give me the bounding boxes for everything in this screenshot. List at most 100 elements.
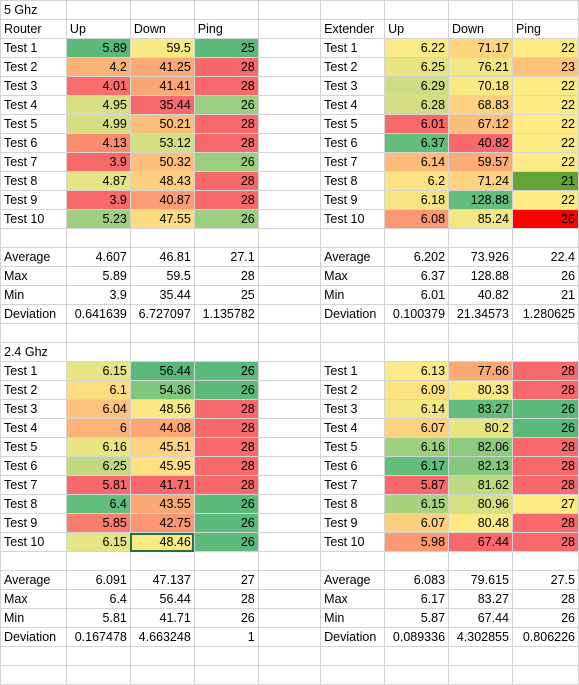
cell[interactable]: 53.12 [129, 133, 195, 153]
cell[interactable]: 77.66 [448, 361, 513, 381]
cell[interactable]: 47.55 [129, 209, 195, 229]
cell[interactable]: 27.1 [193, 247, 259, 267]
cell[interactable] [0, 551, 67, 571]
cell[interactable]: 5.87 [384, 608, 450, 628]
cell[interactable]: Test 6 [320, 133, 386, 153]
cell[interactable]: 28 [511, 380, 579, 400]
cell[interactable]: 3.9 [65, 285, 131, 305]
cell[interactable]: 5.81 [65, 608, 131, 628]
cell[interactable]: Min [0, 608, 67, 628]
cell[interactable]: 26 [193, 513, 259, 533]
cell[interactable]: 6.07 [384, 418, 450, 438]
cell[interactable]: 5.89 [65, 38, 131, 58]
cell[interactable] [384, 665, 450, 685]
cell[interactable] [257, 551, 322, 571]
cell[interactable]: 26 [511, 266, 579, 286]
cell[interactable]: Test 7 [320, 475, 386, 495]
cell[interactable]: 6.202 [384, 247, 450, 267]
cell[interactable]: Deviation [320, 304, 386, 324]
cell[interactable] [65, 323, 131, 343]
cell[interactable]: Deviation [0, 304, 67, 324]
cell[interactable]: 28 [193, 475, 259, 495]
cell[interactable]: 28 [193, 266, 259, 286]
cell[interactable]: 6.16 [384, 437, 450, 457]
cell[interactable] [511, 323, 579, 343]
cell[interactable]: 45.95 [129, 456, 195, 476]
cell[interactable]: 1.280625 [511, 304, 579, 324]
cell[interactable]: 6.2 [384, 171, 450, 191]
cell[interactable]: Test 5 [0, 437, 67, 457]
cell[interactable]: 28 [193, 57, 259, 77]
cell[interactable] [65, 665, 131, 685]
cell[interactable]: 128.88 [448, 266, 513, 286]
cell[interactable]: 6.04 [65, 399, 131, 419]
cell[interactable] [129, 342, 195, 362]
cell[interactable]: Test 3 [0, 76, 67, 96]
cell[interactable]: 28 [193, 456, 259, 476]
cell[interactable] [257, 399, 322, 419]
cell[interactable] [384, 323, 450, 343]
cell[interactable]: 56.44 [129, 589, 195, 609]
cell[interactable] [511, 0, 579, 20]
cell[interactable] [65, 0, 131, 20]
cell[interactable]: Test 6 [0, 456, 67, 476]
cell[interactable] [511, 228, 579, 248]
cell[interactable]: 6.15 [384, 494, 450, 514]
cell[interactable]: Test 3 [320, 76, 386, 96]
cell[interactable]: 47.137 [129, 570, 195, 590]
cell[interactable]: 5.98 [384, 532, 450, 552]
cell[interactable]: 67.44 [448, 532, 513, 552]
cell[interactable]: 4.663248 [129, 627, 195, 647]
cell[interactable] [193, 323, 259, 343]
cell[interactable]: 48.46 [129, 532, 195, 552]
cell[interactable]: 67.44 [448, 608, 513, 628]
cell[interactable]: Test 1 [320, 38, 386, 58]
cell[interactable]: Test 7 [0, 475, 67, 495]
cell[interactable]: 40.82 [448, 285, 513, 305]
cell[interactable]: Test 2 [0, 57, 67, 77]
cell[interactable] [257, 589, 322, 609]
cell[interactable]: 1.135782 [193, 304, 259, 324]
cell[interactable] [193, 665, 259, 685]
cell[interactable]: 50.21 [129, 114, 195, 134]
cell[interactable]: Test 10 [0, 532, 67, 552]
cell[interactable]: 0.806226 [511, 627, 579, 647]
cell[interactable]: 27 [193, 570, 259, 590]
cell[interactable] [65, 228, 131, 248]
cell[interactable] [257, 342, 322, 362]
cell[interactable] [257, 38, 322, 58]
cell[interactable]: 6.07 [384, 513, 450, 533]
cell[interactable]: 4.607 [65, 247, 131, 267]
cell[interactable]: 83.27 [448, 399, 513, 419]
cell[interactable]: 0.641639 [65, 304, 131, 324]
cell[interactable] [257, 171, 322, 191]
cell[interactable]: 85.24 [448, 209, 513, 229]
cell[interactable]: 4.302855 [448, 627, 513, 647]
cell[interactable] [511, 665, 579, 685]
cell[interactable]: 6.727097 [129, 304, 195, 324]
cell[interactable]: 80.48 [448, 513, 513, 533]
cell[interactable] [257, 266, 322, 286]
cell[interactable] [65, 551, 131, 571]
cell[interactable]: Test 9 [320, 190, 386, 210]
cell[interactable]: 6.09 [384, 380, 450, 400]
cell[interactable]: 22 [511, 38, 579, 58]
cell[interactable]: 22 [511, 190, 579, 210]
cell[interactable]: Test 8 [0, 494, 67, 514]
cell[interactable]: 0.089336 [384, 627, 450, 647]
cell[interactable] [257, 152, 322, 172]
cell[interactable]: 28 [193, 114, 259, 134]
cell[interactable]: Max [0, 266, 67, 286]
cell[interactable]: 28 [193, 437, 259, 457]
cell[interactable]: 26 [193, 209, 259, 229]
cell[interactable]: Average [0, 570, 67, 590]
cell[interactable] [320, 228, 386, 248]
cell[interactable]: Min [0, 285, 67, 305]
cell[interactable]: Down [129, 19, 195, 39]
cell[interactable]: 4.01 [65, 76, 131, 96]
cell[interactable]: 28 [193, 190, 259, 210]
cell[interactable]: 5 Ghz [0, 0, 67, 20]
cell[interactable]: Extender [320, 19, 386, 39]
cell[interactable] [320, 551, 386, 571]
cell[interactable] [257, 646, 322, 666]
